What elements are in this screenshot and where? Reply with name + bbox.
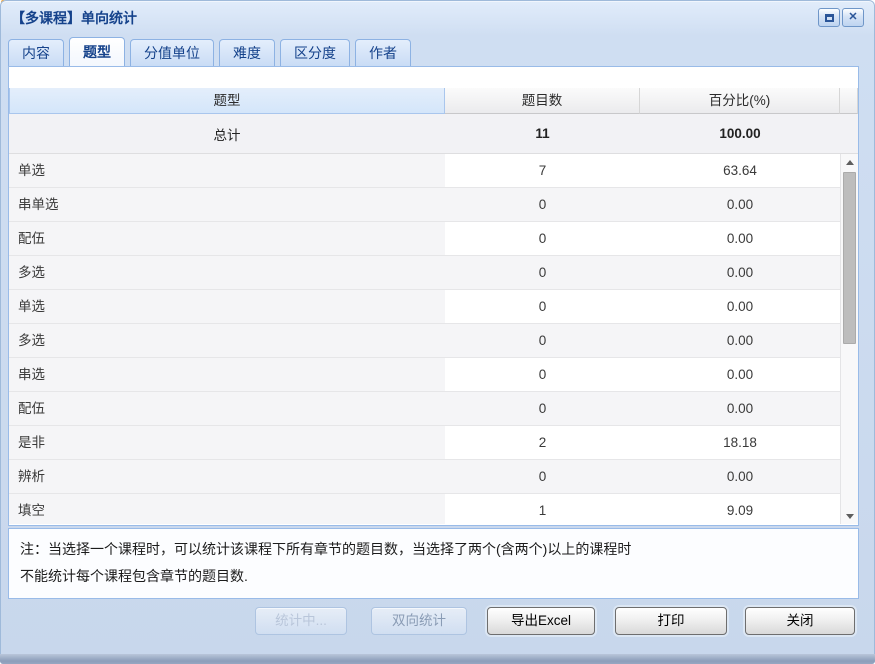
table-row[interactable]: 配伍 0 0.00 [9, 392, 840, 426]
cell-type: 配伍 [9, 392, 445, 425]
column-header-count[interactable]: 题目数 [445, 88, 640, 114]
note-panel: 注：当选择一个课程时，可以统计该课程下所有章节的题目数，当选择了两个(含两个)以… [8, 528, 859, 599]
cell-count: 0 [445, 188, 640, 221]
cell-type: 配伍 [9, 222, 445, 255]
cell-count: 0 [445, 256, 640, 289]
cell-percent: 0.00 [640, 392, 840, 425]
cell-percent: 0.00 [640, 188, 840, 221]
table-row[interactable]: 多选 0 0.00 [9, 324, 840, 358]
cell-count: 0 [445, 324, 640, 357]
tab-question-type[interactable]: 题型 [69, 37, 125, 66]
cell-percent: 0.00 [640, 256, 840, 289]
tab-strip: 内容 题型 分值单位 难度 区分度 作者 [8, 37, 416, 66]
statistics-grid: 题型 题目数 百分比(%) 总计 11 100.00 单选 7 63.64 串单… [8, 66, 859, 526]
tab-content[interactable]: 内容 [8, 39, 64, 66]
cell-type: 填空 [9, 494, 445, 524]
maximize-button[interactable] [818, 8, 840, 27]
note-line-2: 不能统计每个课程包含章节的题目数. [20, 568, 248, 584]
total-row: 总计 11 100.00 [9, 114, 858, 154]
cell-percent: 0.00 [640, 324, 840, 357]
cell-percent: 0.00 [726, 299, 754, 314]
total-percent: 100.00 [719, 126, 761, 141]
cell-type: 单选 [9, 154, 445, 187]
cell-count: 0 [445, 392, 640, 425]
cell-percent: 0.00 [726, 367, 754, 382]
cell-type: 多选 [9, 324, 445, 357]
scroll-down-icon [846, 513, 854, 519]
table-row[interactable]: 串选 0 0.00 [9, 358, 840, 392]
two-way-statistics-button: 双向统计 [371, 607, 467, 635]
note-line-1: 注：当选择一个课程时，可以统计该课程下所有章节的题目数，当选择了两个(含两个)以… [20, 541, 632, 557]
grid-rows: 单选 7 63.64 串单选 0 0.00 配伍 0 0.00 多选 0 [9, 154, 840, 524]
grid-header: 题型 题目数 百分比(%) [9, 88, 858, 114]
statistics-in-progress-button: 统计中... [255, 607, 347, 635]
table-row[interactable]: 填空 1 9.09 [9, 494, 840, 524]
cell-type: 单选 [9, 290, 445, 323]
close-dialog-button[interactable]: 关闭 [745, 607, 855, 635]
table-row[interactable]: 配伍 0 0.00 [9, 222, 840, 256]
close-icon: ✕ [848, 11, 858, 23]
cell-type: 是非 [9, 426, 445, 459]
window-title: 【多课程】单向统计 [11, 10, 137, 26]
total-count: 11 [535, 126, 550, 141]
table-row[interactable]: 辨析 0 0.00 [9, 460, 840, 494]
close-window-button[interactable]: ✕ [842, 8, 864, 27]
cell-count: 0 [445, 460, 640, 493]
cell-percent: 0.00 [640, 460, 840, 493]
cell-type: 串选 [9, 358, 445, 391]
table-row[interactable]: 是非 2 18.18 [9, 426, 840, 460]
export-excel-button[interactable]: 导出Excel [487, 607, 595, 635]
cell-type: 串单选 [9, 188, 445, 221]
column-header-spacer [840, 88, 858, 114]
tab-score-unit[interactable]: 分值单位 [130, 39, 214, 66]
table-row[interactable]: 串单选 0 0.00 [9, 188, 840, 222]
column-header-type[interactable]: 题型 [9, 88, 445, 114]
cell-count: 7 [538, 163, 547, 178]
tab-author[interactable]: 作者 [355, 39, 411, 66]
total-label: 总计 [213, 127, 241, 143]
table-row[interactable]: 多选 0 0.00 [9, 256, 840, 290]
scroll-up-button[interactable] [841, 154, 858, 170]
cell-percent: 9.09 [726, 503, 754, 518]
maximize-icon [824, 13, 834, 22]
cell-type: 辨析 [9, 460, 445, 493]
cell-count: 0 [538, 367, 547, 382]
tab-difficulty[interactable]: 难度 [219, 39, 275, 66]
print-button[interactable]: 打印 [615, 607, 727, 635]
tab-discrimination[interactable]: 区分度 [280, 39, 350, 66]
cell-type: 多选 [9, 256, 445, 289]
window-bottom-edge [0, 654, 875, 664]
column-header-percent[interactable]: 百分比(%) [640, 88, 840, 114]
scroll-down-button[interactable] [841, 508, 858, 524]
scrollbar-thumb[interactable] [843, 172, 856, 344]
cell-count: 0 [538, 231, 547, 246]
vertical-scrollbar[interactable] [840, 154, 858, 524]
cell-percent: 0.00 [726, 231, 754, 246]
table-row[interactable]: 单选 0 0.00 [9, 290, 840, 324]
scroll-up-icon [846, 159, 854, 165]
grid-viewport: 单选 7 63.64 串单选 0 0.00 配伍 0 0.00 多选 0 [9, 154, 858, 524]
titlebar[interactable]: 【多课程】单向统计 ✕ [0, 0, 875, 32]
table-row[interactable]: 单选 7 63.64 [9, 154, 840, 188]
cell-count: 0 [538, 299, 547, 314]
cell-percent: 63.64 [723, 163, 757, 178]
cell-count: 2 [538, 435, 547, 450]
cell-percent: 18.18 [723, 435, 757, 450]
cell-count: 1 [538, 503, 547, 518]
